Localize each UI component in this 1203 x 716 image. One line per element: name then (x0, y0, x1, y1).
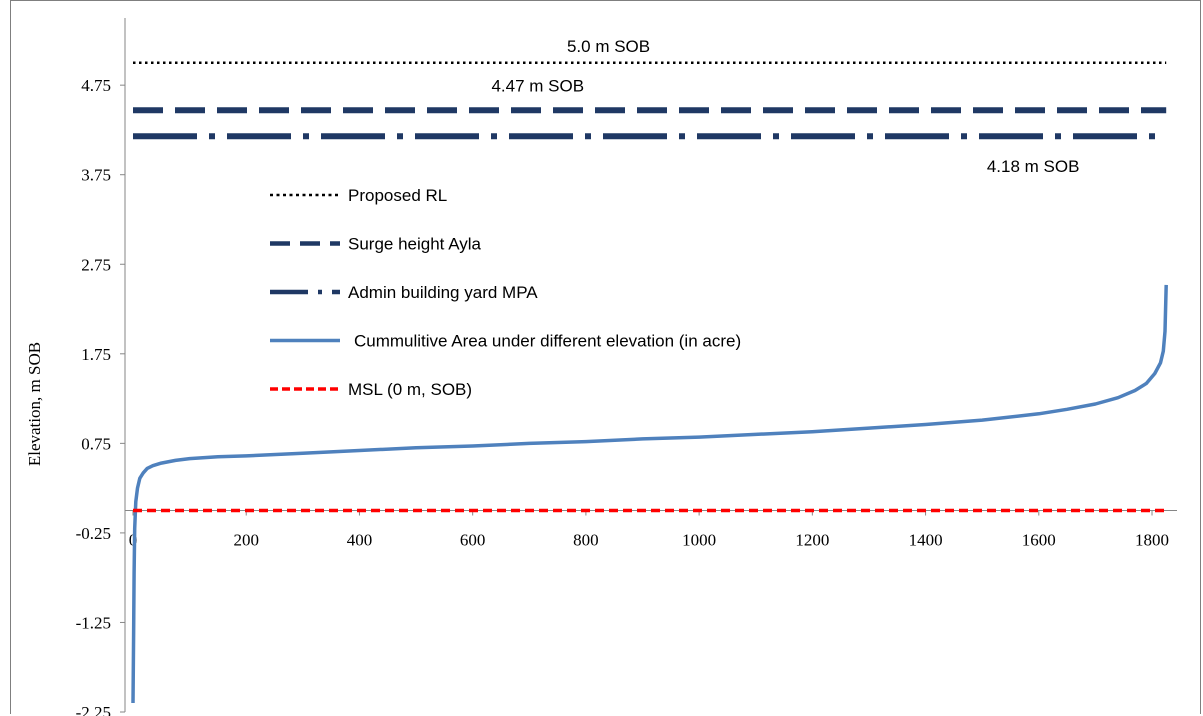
legend-label-3: Cummulitive Area under different elevati… (354, 332, 741, 351)
y-axis-title: Elevation, m SOB (25, 342, 44, 466)
y-tick-label: 3.75 (81, 166, 111, 185)
annotation-label: 5.0 m SOB (567, 37, 650, 56)
x-tick-label: 200 (233, 531, 259, 550)
y-tick-label: 0.75 (81, 434, 111, 453)
x-tick-label: 1400 (909, 531, 943, 550)
x-tick-label: 600 (460, 531, 486, 550)
legend-label-0: Proposed RL (348, 186, 447, 205)
x-tick-label: 1600 (1022, 531, 1056, 550)
y-tick-label: 2.75 (81, 255, 111, 274)
x-axis: 0 200 400 600 800 1000 1200 1400 1600 1800 (125, 510, 1177, 550)
series-line-3 (131, 284, 1168, 704)
x-tick-label: 1800 (1135, 531, 1169, 550)
x-tick-label: 800 (573, 531, 599, 550)
y-tick-label: 4.75 (81, 76, 111, 95)
annotation-label: 4.18 m SOB (987, 157, 1080, 176)
annotations: 5.0 m SOB 4.47 m SOB 4.18 m SOB (491, 37, 1079, 176)
y-tick-label: -2.25 (76, 703, 111, 716)
series-group (131, 61, 1168, 704)
legend-label-1: Surge height Ayla (348, 235, 481, 254)
y-tick-label: -1.25 (76, 613, 111, 632)
chart-frame (10, 0, 1201, 714)
legend-label-4: MSL (0 m, SOB) (348, 380, 472, 399)
y-tick-label: -0.25 (76, 524, 111, 543)
x-tick-label: 400 (347, 531, 373, 550)
x-tick-label: 1000 (682, 531, 716, 550)
legend-label-2: Admin building yard MPA (348, 283, 538, 302)
y-axis: 4.75 3.75 2.75 1.75 0.75 -0.25 -1.25 -2.25 (76, 18, 126, 716)
legend: Proposed RL Surge height Ayla Admin buildi… (270, 186, 741, 399)
x-tick-label: 1200 (795, 531, 829, 550)
annotation-label: 4.47 m SOB (491, 76, 584, 95)
y-tick-label: 1.75 (81, 345, 111, 364)
